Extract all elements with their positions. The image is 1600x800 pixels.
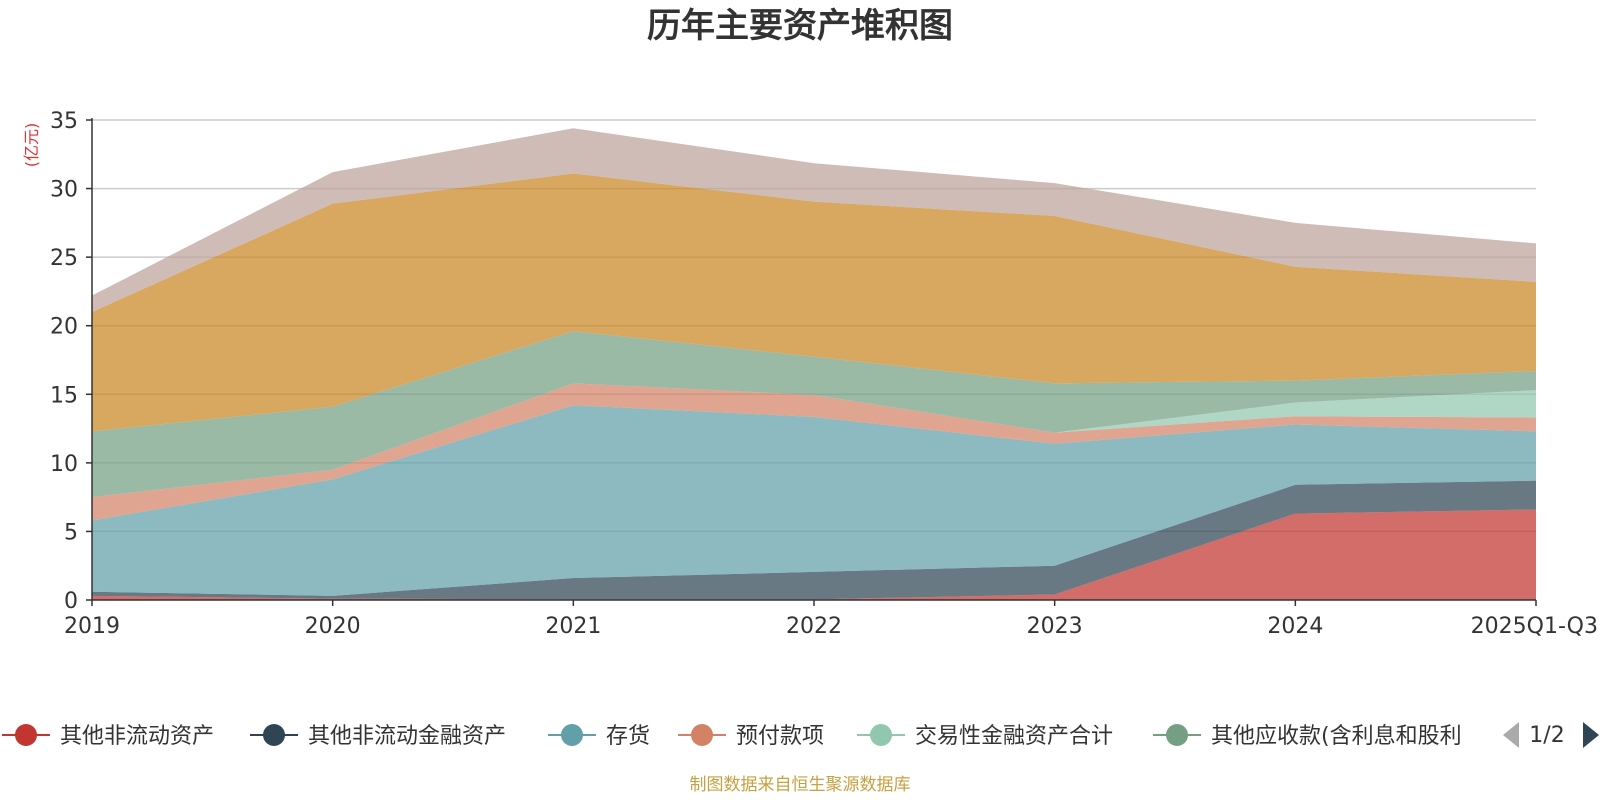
legend-item[interactable]: 存货 xyxy=(548,724,650,749)
y-tick-label: 20 xyxy=(50,315,78,340)
y-axis-tick-labels: 0 5 10 15 20 25 30 35 xyxy=(50,109,78,614)
legend-item[interactable]: 交易性金融资产合计 xyxy=(857,724,1113,749)
legend-marker-icon xyxy=(15,724,37,746)
legend-marker-icon xyxy=(561,724,583,746)
y-tick-label: 30 xyxy=(50,178,78,203)
legend-page-indicator: 1/2 xyxy=(1529,723,1564,748)
legend-label: 存货 xyxy=(606,724,650,749)
x-tick-label: 2019 xyxy=(64,614,120,639)
y-axis-unit-label: (亿元) xyxy=(22,123,41,168)
legend-label: 其他非流动金融资产 xyxy=(308,724,506,749)
legend-marker-icon xyxy=(1166,724,1188,746)
y-tick-label: 35 xyxy=(50,109,78,134)
series-areas xyxy=(92,128,1536,600)
legend-label: 其他非流动资产 xyxy=(60,724,214,749)
area-series-3 xyxy=(92,405,1536,596)
legend-marker-icon xyxy=(691,724,713,746)
legend-item[interactable]: 预付款项 xyxy=(678,724,824,749)
legend-label: 其他应收款(含利息和股利 xyxy=(1211,724,1462,749)
legend-item[interactable]: 其他非流动金融资产 xyxy=(250,724,506,749)
area-series-1 xyxy=(92,509,1536,600)
x-tick-label: 2021 xyxy=(545,614,601,639)
y-tick-label: 25 xyxy=(50,246,78,271)
y-tick-label: 10 xyxy=(50,452,78,477)
legend-next-page-icon[interactable] xyxy=(1583,722,1599,748)
chart-title: 历年主要资产堆积图 xyxy=(647,6,953,46)
legend-label: 交易性金融资产合计 xyxy=(915,724,1113,749)
legend-pager: 1/2 xyxy=(1503,722,1599,748)
y-tick-label: 5 xyxy=(64,520,78,545)
x-tick-label: 2023 xyxy=(1027,614,1083,639)
legend-item[interactable]: 其他应收款(含利息和股利 xyxy=(1153,724,1462,749)
x-tick-label: 2020 xyxy=(305,614,361,639)
area-series-4 xyxy=(92,383,1536,521)
y-tick-label: 0 xyxy=(64,589,78,614)
legend-marker-icon xyxy=(263,724,285,746)
area-series-2 xyxy=(92,480,1536,600)
source-note: 制图数据来自恒生聚源数据库 xyxy=(690,775,911,795)
x-axis-tick-labels: 2019 2020 2021 2022 2023 2024 2025Q1-Q3 xyxy=(64,614,1598,639)
legend-prev-page-icon[interactable] xyxy=(1503,722,1519,748)
x-tick-label: 2025Q1-Q3 xyxy=(1471,614,1598,639)
x-tick-label: 2024 xyxy=(1267,614,1323,639)
legend-marker-icon xyxy=(870,724,892,746)
legend-item[interactable]: 其他非流动资产 xyxy=(2,724,214,749)
axes xyxy=(91,118,1537,606)
legend: 其他非流动资产 其他非流动金融资产 存货 预付款项 交易性金融资产合计 其他应收款(含利息… xyxy=(2,724,1462,749)
area-series-7 xyxy=(92,173,1536,432)
legend-label: 预付款项 xyxy=(736,724,824,749)
area-series-6 xyxy=(92,331,1536,498)
area-series-8 xyxy=(92,128,1536,312)
x-tick-label: 2022 xyxy=(786,614,842,639)
y-tick-label: 15 xyxy=(50,383,78,408)
